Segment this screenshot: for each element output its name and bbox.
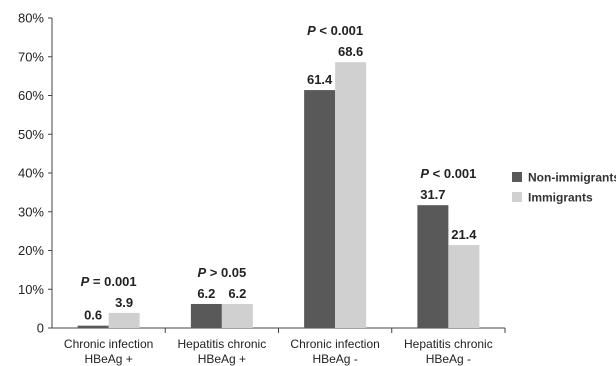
p-value-symbol: P (81, 274, 90, 289)
p-value-text: = 0.001 (89, 274, 136, 289)
data-label: 6.2 (197, 286, 215, 301)
y-tick-label: 60% (18, 88, 44, 103)
p-value-symbol: P (420, 166, 429, 181)
y-tick-label: 30% (18, 204, 44, 219)
p-value-text: < 0.001 (316, 23, 363, 38)
p-value-label: P = 0.001 (81, 274, 137, 289)
data-label: 6.2 (228, 286, 246, 301)
bar-immigrants (335, 62, 367, 329)
x-category-label: Chronic infection (64, 337, 153, 351)
legend-swatch (512, 172, 522, 182)
x-category-label: Hepatitis chronic (178, 337, 267, 351)
x-category-label: Hepatitis chronic (404, 337, 493, 351)
bar-immigrants (448, 245, 480, 328)
bar-non-immigrants (304, 90, 336, 328)
data-label: 0.6 (84, 308, 102, 323)
x-category-label: HBeAg - (312, 352, 357, 366)
p-value-label: P > 0.05 (197, 265, 246, 280)
p-value-symbol: P (307, 23, 316, 38)
data-label: 31.7 (420, 187, 445, 202)
p-value-label: P < 0.001 (307, 23, 363, 38)
bar-immigrants (221, 303, 253, 328)
y-tick-label: 20% (18, 243, 44, 258)
y-tick-label: 80% (18, 11, 44, 26)
p-value-text: > 0.05 (206, 265, 246, 280)
x-category-label: HBeAg + (84, 352, 132, 366)
data-label: 3.9 (115, 295, 133, 310)
bar-non-immigrants (190, 303, 222, 328)
p-value-symbol: P (197, 265, 206, 280)
x-category-label: Chronic infection (290, 337, 379, 351)
legend-swatch (512, 192, 522, 202)
bar-immigrants (108, 312, 140, 328)
data-label: 21.4 (451, 227, 477, 242)
x-category-label: HBeAg + (198, 352, 246, 366)
bar-non-immigrants (77, 325, 109, 328)
y-tick-label: 10% (18, 282, 44, 297)
x-category-label: HBeAg - (426, 352, 471, 366)
y-tick-label: 0 (37, 321, 44, 336)
bar-non-immigrants (417, 205, 449, 328)
y-tick-label: 70% (18, 49, 44, 64)
y-tick-label: 40% (18, 166, 44, 181)
y-tick-label: 50% (18, 127, 44, 142)
p-value-text: < 0.001 (429, 166, 476, 181)
legend-label: Immigrants (528, 191, 593, 205)
p-value-label: P < 0.001 (420, 166, 476, 181)
data-label: 61.4 (307, 72, 333, 87)
legend-label: Non-immigrants (528, 171, 616, 185)
data-label: 68.6 (338, 44, 363, 59)
